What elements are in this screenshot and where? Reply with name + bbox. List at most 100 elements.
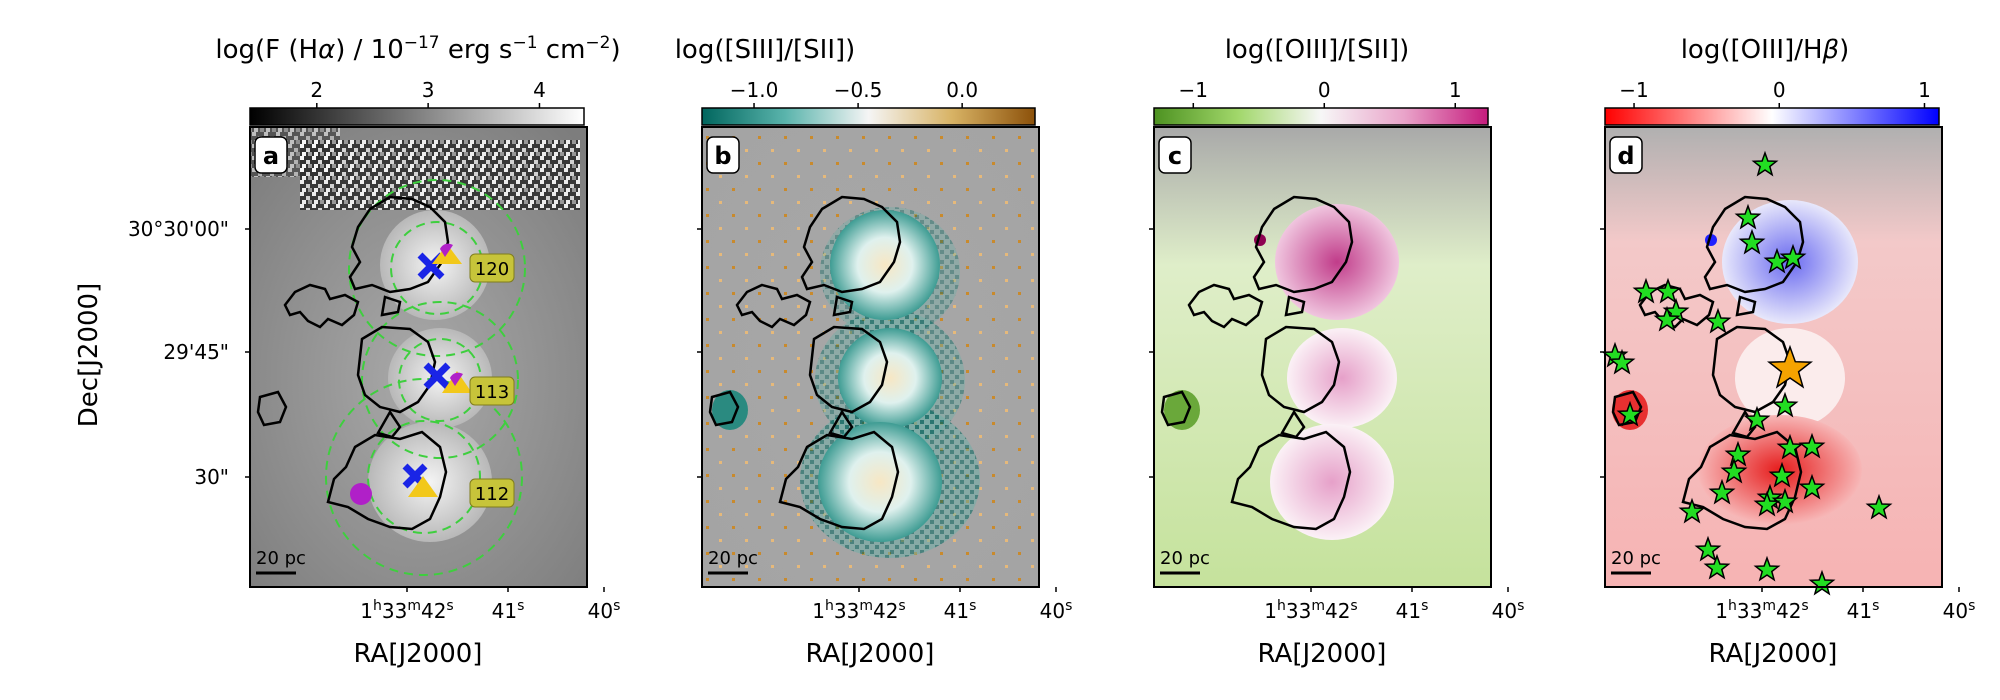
ytick-label: 29'45" (163, 340, 229, 364)
xtick-label: 40s (1040, 598, 1073, 623)
star-marker (1704, 307, 1732, 334)
panel-a-noisy-region (300, 140, 580, 210)
cross-marker (423, 362, 451, 390)
colorbar-tick-label: 3 (422, 78, 435, 102)
colorbar-tick-label: 0.0 (946, 78, 978, 102)
panel-a-colorbar-ticks: 2 3 4 (310, 78, 546, 108)
xtick-label: 1h33m42s (1715, 598, 1808, 623)
panel-c-cloud (1270, 424, 1394, 540)
panel-d-title: log([OIII]/Hβ) (1681, 35, 1850, 65)
xtick-label: 41s (1847, 598, 1880, 623)
star-marker (1654, 277, 1682, 304)
panel-c-cloud (1275, 204, 1399, 320)
colorbar-tick-label: −1.0 (730, 78, 779, 102)
svg-text:20 pc: 20 pc (1611, 548, 1661, 569)
svg-text:b: b (714, 142, 731, 170)
circle-marker (450, 372, 463, 386)
svg-text:c: c (1168, 142, 1182, 170)
svg-text:d: d (1617, 142, 1634, 170)
star-marker (1808, 569, 1836, 596)
star-marker (1776, 433, 1804, 460)
colorbar-tick-label: 0 (1318, 78, 1331, 102)
star-marker (1798, 473, 1826, 500)
colorbar-tick-label: 1 (1449, 78, 1462, 102)
star-marker (1694, 535, 1722, 562)
star-marker (1753, 490, 1781, 517)
ytick-label: 30°30'00" (128, 217, 229, 241)
colorbar-tick-label: −0.5 (834, 78, 883, 102)
panel-c-yticks (1149, 228, 1154, 478)
svg-text:20 pc: 20 pc (256, 548, 306, 569)
panel-a-letter: a (254, 136, 288, 174)
star-marker (1703, 553, 1731, 580)
star-marker (1751, 150, 1779, 177)
star-marker (1779, 243, 1807, 270)
panel-d: log([OIII]/Hβ) −1 0 1 d 20 pc (1600, 35, 1943, 596)
star-marker (1734, 203, 1762, 230)
panel-a-frame (249, 126, 588, 588)
panel-c-cloud (1164, 390, 1200, 430)
aperture-circle (361, 301, 519, 459)
panel-b-title: log([SIII]/[SII]) (675, 35, 856, 65)
aperture-circle (348, 179, 526, 357)
panel-c-colorbar-ticks: −1 0 1 (1179, 78, 1462, 108)
colorbar-tick-label: 2 (310, 78, 323, 102)
star-marker (1724, 440, 1752, 467)
panel-c-colorbar (1153, 107, 1489, 126)
star-marker (1720, 457, 1748, 484)
ytick-label: 30" (194, 465, 229, 489)
star-marker (1708, 478, 1736, 505)
panel-b-frame (701, 126, 1040, 588)
panel-a-title: log(F (Hα) / 10−17 erg s−1 cm−2) (215, 33, 620, 65)
svg-text:20 pc: 20 pc (708, 548, 758, 569)
y-axis-label: Dec[J2000] (74, 283, 104, 427)
colorbar-tick-label: −1 (1179, 78, 1208, 102)
region-label-112: 112 (469, 478, 515, 508)
svg-text:120: 120 (475, 259, 509, 280)
xtick-label: 1h33m42s (1264, 598, 1357, 623)
colorbar-tick-label: −1 (1619, 78, 1648, 102)
svg-text:112: 112 (475, 484, 509, 505)
panel-a: log(F (Hα) / 10−17 erg s−1 cm−2) 2 3 4 120 (74, 33, 621, 588)
xtick-label: 41s (1396, 598, 1429, 623)
panel-c: log([OIII]/[SII]) −1 0 1 c 20 pc (1149, 35, 1492, 588)
xtick-label: 41s (492, 598, 525, 623)
triangle-marker (408, 476, 438, 497)
svg-text:a: a (263, 142, 279, 170)
x-axis-label: RA[J2000] (1709, 639, 1838, 669)
panel-d-letter: d (1609, 136, 1643, 174)
svg-text:113: 113 (475, 382, 509, 403)
xtick-label: 40s (588, 598, 621, 623)
star-marker (1632, 277, 1660, 304)
panel-c-frame (1153, 126, 1492, 588)
panel-d-yticks (1600, 228, 1605, 478)
panel-d-frame (1604, 126, 1943, 588)
star-marker (1616, 400, 1644, 427)
star-marker (1678, 497, 1706, 524)
orange-star-marker (1767, 344, 1813, 389)
panel-d-colorbar (1604, 107, 1940, 126)
panel-b-yticks (697, 228, 702, 478)
region-label-120: 120 (469, 253, 515, 283)
star-marker (1865, 493, 1893, 520)
xtick-label: 40s (1492, 598, 1525, 623)
panel-b-cloud (830, 210, 940, 320)
svg-text:20 pc: 20 pc (1160, 548, 1210, 569)
star-marker (1771, 391, 1799, 418)
aperture-circle (325, 378, 523, 576)
star-markers (1601, 150, 1893, 596)
star-marker (1608, 348, 1636, 375)
xtick-label: 40s (1943, 598, 1976, 623)
colorbar-tick-label: 4 (533, 78, 546, 102)
panel-b-colorbar (701, 107, 1036, 126)
x-axis-label: RA[J2000] (354, 639, 483, 669)
scale-bar: 20 pc (1160, 548, 1210, 575)
panel-b-cloud (838, 328, 942, 428)
panel-d-colorbar-ticks: −1 0 1 (1619, 78, 1931, 108)
panel-b-cloud (712, 390, 748, 430)
colorbar-tick-label: 1 (1918, 78, 1931, 102)
star-marker (1653, 305, 1681, 332)
star-marker (1768, 461, 1796, 488)
panel-c-letter: c (1158, 136, 1192, 174)
